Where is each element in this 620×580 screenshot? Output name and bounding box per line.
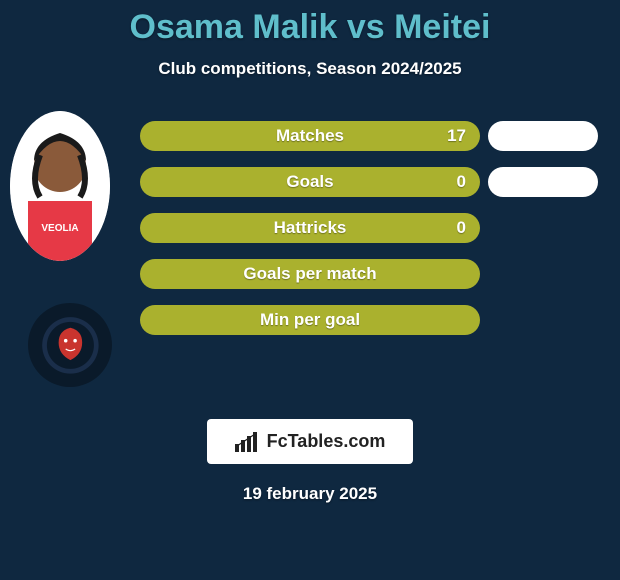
stat-label: Goals per match: [243, 264, 376, 284]
stat-row: Matches 17: [140, 121, 600, 151]
stat-row: Goals 0: [140, 167, 600, 197]
stat-row: Min per goal: [140, 305, 600, 335]
comparison-chart: VEOLIA Matches 17 Goals 0 Hattricks 0 Goals pe…: [0, 121, 620, 401]
footer: FcTables.com 19 february 2025: [0, 419, 620, 504]
stat-pill-right: [488, 121, 598, 151]
player-left-avatar: VEOLIA: [10, 111, 110, 261]
stat-pill-left: Goals per match: [140, 259, 480, 289]
brand-badge: FcTables.com: [207, 419, 414, 464]
stat-row: Hattricks 0: [140, 213, 600, 243]
stat-label: Goals: [286, 172, 333, 192]
stat-label: Min per goal: [260, 310, 360, 330]
player-right-avatar: [28, 303, 112, 387]
infographic: Osama Malik vs Meitei Club competitions,…: [0, 0, 620, 504]
svg-text:VEOLIA: VEOLIA: [41, 223, 78, 234]
stat-pill-right: [488, 167, 598, 197]
stat-value-left: 17: [447, 126, 466, 146]
brand-text: FcTables.com: [267, 431, 386, 452]
date-text: 19 february 2025: [0, 484, 620, 504]
player-photo-placeholder-icon: VEOLIA: [10, 111, 110, 261]
stat-pill-left: Hattricks 0: [140, 213, 480, 243]
club-crest-icon: [41, 316, 100, 375]
stat-row: Goals per match: [140, 259, 600, 289]
stat-value-left: 0: [457, 218, 466, 238]
stat-pill-left: Goals 0: [140, 167, 480, 197]
subtitle: Club competitions, Season 2024/2025: [0, 59, 620, 79]
stat-pill-left: Matches 17: [140, 121, 480, 151]
stat-pill-left: Min per goal: [140, 305, 480, 335]
stat-label: Matches: [276, 126, 344, 146]
stat-label: Hattricks: [274, 218, 347, 238]
bar-chart-icon: [235, 432, 261, 452]
page-title: Osama Malik vs Meitei: [0, 0, 620, 47]
stat-value-left: 0: [457, 172, 466, 192]
stat-rows: Matches 17 Goals 0 Hattricks 0 Goals per match…: [140, 121, 600, 351]
